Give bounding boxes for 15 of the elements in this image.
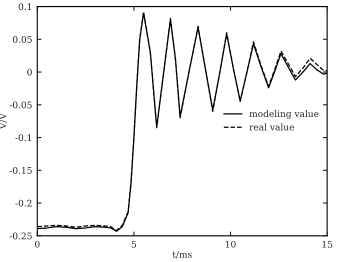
legend-label: modeling value — [249, 110, 319, 119]
x-tick-label: 5 — [132, 240, 136, 248]
y-tick-label: 0.05 — [12, 36, 32, 43]
x-tick-label: 0 — [35, 240, 40, 248]
y-tick-label: -0.15 — [10, 167, 32, 174]
y-tick-label: 0.1 — [18, 3, 32, 10]
y-tick-label: -0.2 — [15, 200, 32, 207]
x-tick-label: 15 — [322, 240, 332, 248]
x-tick-label: 10 — [226, 240, 236, 248]
y-tick-label: -0.25 — [10, 232, 32, 240]
x-axis-title: t/ms — [172, 251, 192, 258]
y-tick-label: -0.1 — [15, 134, 32, 142]
legend-label: real value — [249, 123, 294, 130]
y-tick-label: -0.05 — [10, 102, 32, 108]
y-tick-label: 0 — [27, 68, 32, 76]
